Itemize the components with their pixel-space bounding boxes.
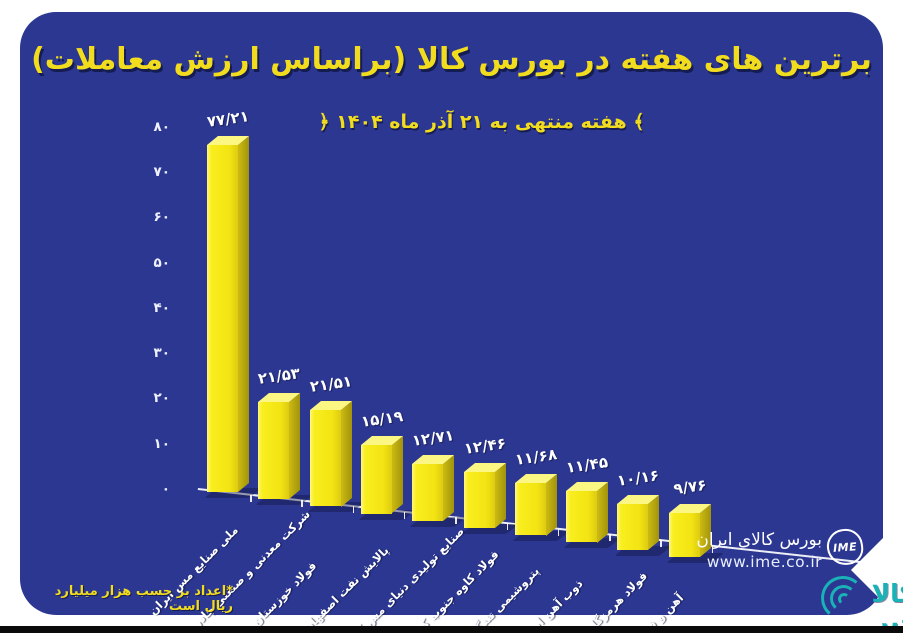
bar-front-face: [566, 490, 598, 543]
x-axis-tick: [609, 534, 611, 542]
y-axis-tick-label: ۲۰: [153, 390, 170, 407]
x-axis-tick: [403, 511, 406, 519]
bar-front-face: [668, 512, 700, 557]
footnote: *اعداد بر حسب هزار میلیارد ریال است: [54, 584, 233, 614]
bar-front-face: [514, 482, 546, 536]
x-axis-tick: [455, 517, 457, 525]
watermark-word-1: کالا: [871, 579, 903, 608]
bar-front-face: [412, 463, 444, 521]
brand-url: www.ime.co.ir: [706, 553, 822, 571]
bar-front-face: [360, 445, 392, 514]
bar-side-face: [545, 473, 557, 536]
y-axis-tick-label: ۷۰: [153, 163, 170, 180]
bar-side-face: [443, 454, 455, 521]
y-axis-tick-label: ۰: [161, 481, 170, 497]
brand-name: بورس کالای ایران: [696, 530, 822, 550]
x-axis-tick: [301, 500, 303, 508]
x-axis-tick: [557, 528, 560, 536]
y-axis-tick-label: ۱۰: [153, 435, 170, 452]
x-axis-tick: [660, 540, 662, 548]
y-axis-tick-label: ۶۰: [153, 209, 170, 226]
bar-front-face: [463, 471, 495, 528]
x-axis-tick: [711, 545, 714, 553]
chart-panel: [20, 12, 883, 615]
x-axis-tick: [352, 506, 355, 514]
bar-front-face: [207, 144, 238, 492]
y-axis-tick-label: ۴۰: [153, 299, 170, 316]
bar-side-face: [238, 135, 249, 492]
bar-side-face: [289, 393, 301, 500]
bar-front-face: [617, 503, 649, 550]
chart-title: برترین های هفته در بورس کالا (براساس ارز…: [31, 42, 872, 77]
y-axis-tick-label: ۳۰: [153, 345, 170, 362]
y-axis-tick-label: ۵۰: [153, 254, 170, 271]
bottom-black-bar: [0, 626, 903, 633]
x-axis-tick: [250, 494, 252, 502]
x-axis-tick: [506, 523, 508, 531]
bar-side-face: [494, 462, 506, 528]
chart-subtitle: ﴾ هفته منتهی به ۲۱ آذر ماه ۱۴۰۴ ﴿: [318, 111, 645, 133]
y-axis-tick-label: ۸۰: [153, 118, 170, 135]
kalakhabar-watermark: کالا خبر: [808, 565, 903, 633]
bar-front-face: [309, 409, 341, 507]
bar-front-face: [258, 402, 290, 500]
ime-logo-text: IME: [832, 539, 858, 555]
